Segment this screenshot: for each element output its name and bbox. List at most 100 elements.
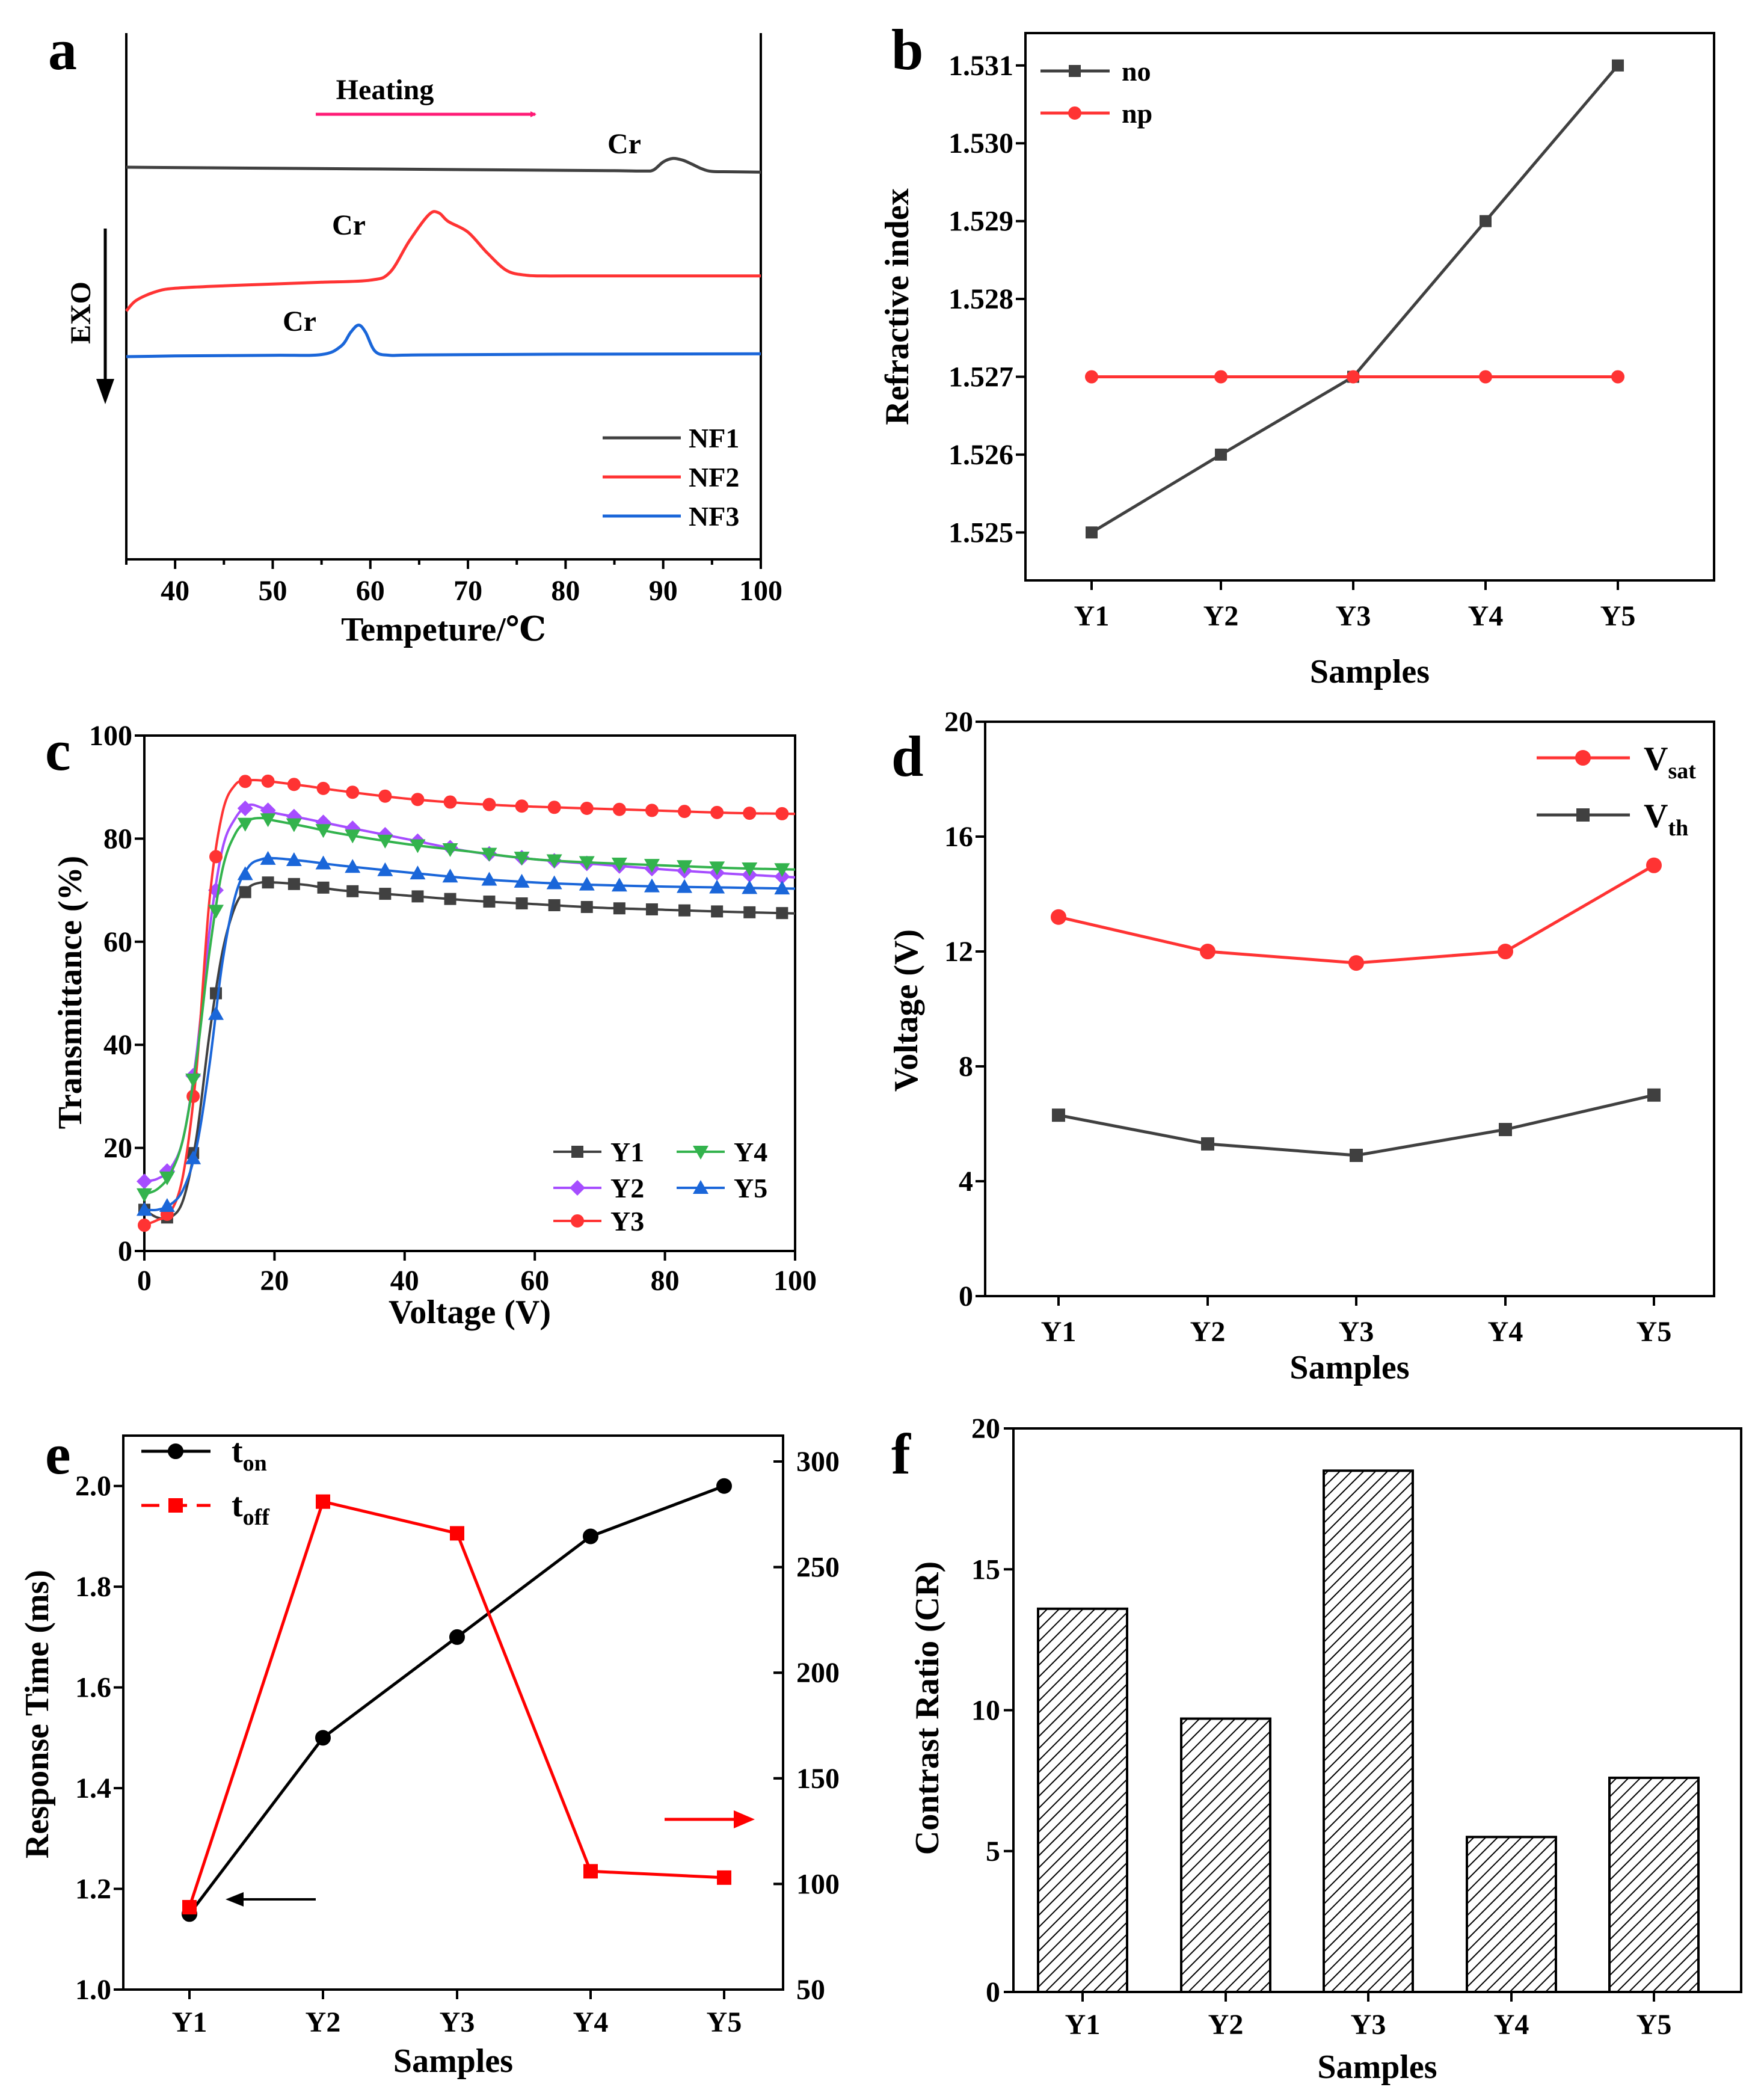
data-point-y5	[442, 868, 458, 883]
x-tick-label: 70	[453, 575, 482, 607]
x-tick-label: 100	[773, 1265, 817, 1297]
exo-arrow-head	[96, 379, 114, 404]
data-point-on	[315, 1730, 331, 1746]
y-tick-label: 300	[796, 1446, 840, 1478]
data-point-sat	[1200, 944, 1215, 959]
legend-marker-y4	[693, 1146, 708, 1160]
data-point-off	[182, 1900, 197, 1915]
y-tick-label: 12	[944, 936, 973, 968]
series-line-nf2	[125, 210, 761, 312]
data-point-y3	[775, 807, 789, 820]
cr-label-nf2: Cr	[332, 209, 366, 241]
data-point-no	[1215, 448, 1227, 461]
legend-label-th: Vth	[1644, 798, 1688, 841]
data-point-y3	[710, 805, 724, 819]
panel-d: d Y1 Y2 Y3 Y4 Y5 0 4 8 12 16 20 Voltage (V) Samples Vs…	[888, 706, 1715, 1386]
y-tick-label: 60	[103, 926, 132, 958]
data-point-y5	[742, 880, 758, 894]
x-tick-label: Y2	[306, 2006, 341, 2038]
legend-label-nf3: NF3	[689, 501, 739, 532]
x-tick-label: Y1	[1074, 600, 1110, 632]
data-point-th	[1647, 1088, 1661, 1102]
x-tick-label: Y4	[1468, 600, 1504, 632]
plot-frame	[122, 1434, 784, 1991]
legend-marker-sat	[1575, 750, 1591, 766]
x-tick-label: Y3	[1339, 1316, 1374, 1348]
y-tick-label: 16	[944, 821, 973, 853]
data-point-y3	[138, 1219, 151, 1232]
y-tick-label: 200	[796, 1657, 840, 1689]
data-point-y4	[345, 829, 361, 844]
data-point-y5	[514, 873, 530, 888]
x-axis-title: Voltage (V)	[389, 1294, 551, 1331]
bar-y2	[1180, 1717, 1271, 1993]
data-point-y5	[644, 878, 660, 893]
x-tick-label: 40	[161, 575, 189, 607]
x-tick-label: 90	[649, 575, 678, 607]
series-line-th	[1058, 1093, 1655, 1157]
legend-label-y5: Y5	[734, 1173, 767, 1203]
y-tick-label: 1.2	[75, 1873, 111, 1905]
x-tick-label: Y3	[440, 2006, 475, 2038]
x-tick-label: 80	[651, 1265, 680, 1297]
data-point-y1	[210, 987, 223, 1000]
data-point-y1	[613, 902, 625, 915]
y-tick-label: 1.6	[75, 1672, 111, 1704]
data-point-y5	[286, 852, 302, 867]
x-tick-label: 60	[356, 575, 385, 607]
data-point-y4	[481, 847, 497, 862]
data-point-y3	[346, 785, 360, 799]
panel-b: b Y1 Y2 Y3 Y4 Y5 1.525 1.526 1.527 1.528 1.529 1.53…	[879, 17, 1715, 690]
data-point-y3	[209, 850, 223, 864]
data-point-y1	[483, 896, 496, 908]
data-point-y1	[678, 904, 691, 917]
x-tick-label: Y4	[573, 2006, 609, 2038]
x-tick-label: Y3	[1351, 2009, 1386, 2041]
panel-e: e Y1 Y2 Y3 Y4 Y5 1.0 1.2 1.4 1.6 1.8 2.0 50 100 150 200…	[19, 1422, 840, 2080]
y-axis-title: Refractive index	[879, 188, 916, 425]
heating-label: Heating	[336, 74, 434, 106]
data-point-y3	[515, 799, 529, 813]
data-point-sat	[1051, 909, 1066, 925]
data-point-on	[583, 1528, 598, 1545]
legend-label-y3: Y3	[610, 1206, 644, 1237]
y-tick-label: 50	[796, 1974, 825, 2006]
data-point-y1	[346, 885, 359, 897]
legend-marker-on	[168, 1443, 183, 1459]
series-line-on	[188, 1484, 725, 1915]
y-tick-label: 20	[944, 706, 973, 738]
x-tick-label: 20	[260, 1265, 289, 1297]
data-point-y4	[260, 813, 276, 828]
data-point-y5	[677, 879, 693, 893]
legend-marker-y1	[571, 1146, 583, 1158]
y-tick-label: 100	[89, 720, 132, 752]
data-point-y5	[185, 1150, 201, 1164]
data-point-y5	[159, 1198, 175, 1213]
data-point-y5	[208, 1006, 224, 1020]
legend-label-on: ton	[232, 1433, 267, 1476]
data-point-y3	[612, 802, 626, 816]
data-point-y5	[579, 876, 595, 891]
data-point-y4	[644, 859, 660, 873]
data-point-y5	[345, 859, 361, 873]
y-tick-label: 100	[796, 1868, 840, 1900]
y-tick-label: 5	[986, 1836, 1000, 1867]
y-tick-label: 10	[971, 1695, 1000, 1727]
panel-f: f Y1 Y2 Y3 Y4 Y5 0 5 10 15 20 Contrast Ratio (CR) Sa…	[891, 1413, 1742, 2086]
x-tick-label: Y2	[1208, 2009, 1244, 2041]
panel-letter-f: f	[891, 1422, 911, 1486]
plot-frame	[984, 721, 1715, 1297]
series-line-sat	[1058, 864, 1655, 965]
data-point-y3	[186, 1089, 200, 1103]
data-point-off	[583, 1864, 598, 1879]
x-tick-label: Y5	[1636, 2009, 1672, 2041]
data-point-y5	[611, 878, 627, 892]
legend-label-np: np	[1122, 98, 1152, 129]
data-point-y5	[774, 881, 790, 895]
y-tick-label: 2.0	[75, 1471, 111, 1502]
y-tick-label: 0	[986, 1976, 1000, 2008]
data-point-y3	[580, 802, 594, 816]
data-point-y5	[315, 855, 331, 870]
data-point-y3	[482, 798, 496, 811]
y-axis-title: Contrast Ratio (CR)	[909, 1561, 946, 1855]
